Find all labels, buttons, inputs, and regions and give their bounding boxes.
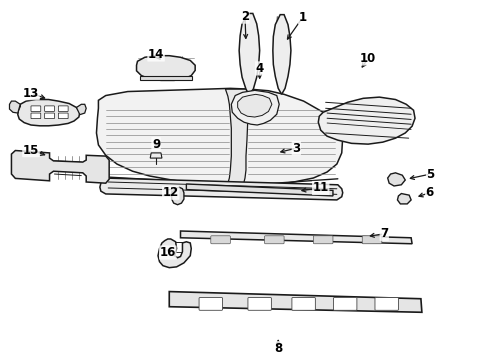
Polygon shape [18,99,80,126]
FancyBboxPatch shape [265,236,284,244]
FancyBboxPatch shape [45,106,54,112]
FancyBboxPatch shape [199,298,222,310]
Polygon shape [150,153,162,158]
Polygon shape [225,89,251,186]
Polygon shape [388,173,405,186]
Polygon shape [172,187,184,205]
FancyBboxPatch shape [45,113,54,119]
Text: 14: 14 [148,48,164,61]
Polygon shape [238,94,272,117]
Polygon shape [11,150,109,183]
Text: 9: 9 [152,138,160,150]
FancyBboxPatch shape [292,298,316,310]
Polygon shape [186,184,333,196]
FancyBboxPatch shape [58,113,68,119]
Polygon shape [273,15,291,94]
FancyBboxPatch shape [31,113,41,119]
FancyBboxPatch shape [31,106,41,112]
Text: 15: 15 [23,144,39,157]
Polygon shape [140,76,192,80]
Text: 10: 10 [360,52,376,65]
FancyBboxPatch shape [333,298,357,310]
Polygon shape [239,13,260,94]
Text: 4: 4 [255,62,264,75]
FancyBboxPatch shape [314,236,333,244]
Text: 7: 7 [380,227,388,240]
FancyBboxPatch shape [375,298,398,310]
Polygon shape [76,104,86,114]
Text: 8: 8 [274,342,282,355]
Text: 2: 2 [241,10,249,23]
Polygon shape [318,97,415,144]
Polygon shape [9,101,20,113]
Polygon shape [397,194,411,204]
Polygon shape [97,88,343,186]
Text: 13: 13 [23,87,39,100]
Polygon shape [180,231,412,244]
Text: 11: 11 [313,181,329,194]
Text: 6: 6 [426,186,434,199]
Polygon shape [137,56,195,80]
FancyBboxPatch shape [362,236,382,244]
Text: 3: 3 [292,141,300,155]
FancyBboxPatch shape [248,298,271,310]
Polygon shape [100,178,343,200]
Text: 5: 5 [427,167,435,180]
Text: 16: 16 [160,246,176,259]
Text: 1: 1 [298,11,307,24]
Text: 12: 12 [163,186,179,199]
Polygon shape [169,292,422,312]
FancyBboxPatch shape [58,106,68,112]
Polygon shape [231,90,279,125]
Polygon shape [158,239,191,268]
FancyBboxPatch shape [211,236,230,244]
